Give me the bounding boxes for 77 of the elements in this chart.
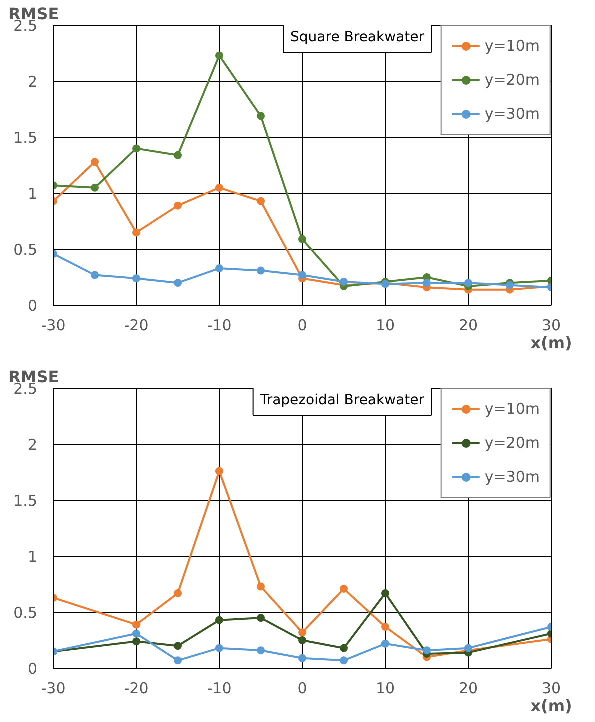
point <box>298 235 306 244</box>
x-tick-label: -10 <box>207 316 232 334</box>
point <box>216 467 224 476</box>
x-tick-label: 0 <box>298 680 308 698</box>
legend-label: y=20m <box>484 434 540 452</box>
legend-label: y=20m <box>484 71 540 89</box>
point <box>382 623 390 632</box>
x-tick-label: 20 <box>458 316 478 334</box>
point <box>91 158 99 166</box>
point <box>382 640 390 648</box>
point <box>174 642 182 650</box>
x-axis-title: x(m) <box>530 696 572 716</box>
x-tick-label: 0 <box>298 316 308 334</box>
point <box>464 279 472 288</box>
point <box>216 264 224 273</box>
x-tick-label: -20 <box>124 680 149 698</box>
x-axis-title: x(m) <box>530 334 572 352</box>
point <box>340 644 348 652</box>
x-tick-label: -30 <box>41 316 66 334</box>
point <box>132 630 140 638</box>
y-tick-label: 1 <box>28 548 38 566</box>
chart-title: Square Breakwater <box>290 30 425 46</box>
x-tick-label: -20 <box>124 316 149 334</box>
point <box>91 271 99 280</box>
y-tick-label: 2 <box>28 436 38 454</box>
point <box>257 266 265 275</box>
point <box>423 279 431 288</box>
y-tick-label: 1.5 <box>14 492 38 510</box>
point <box>216 644 224 652</box>
point <box>216 52 224 60</box>
point <box>174 589 182 598</box>
point <box>132 620 140 629</box>
y-tick-label: 1 <box>28 185 38 203</box>
point <box>132 228 140 237</box>
point <box>174 279 182 288</box>
point <box>216 184 224 192</box>
point <box>298 654 306 662</box>
y-tick-label: 2 <box>28 73 38 91</box>
y-tick-label: 1.5 <box>14 129 38 147</box>
x-tick-label: 30 <box>542 316 562 334</box>
point <box>132 274 140 283</box>
x-tick-label: 20 <box>458 680 478 698</box>
point <box>423 646 431 655</box>
x-tick-label: 30 <box>542 680 562 698</box>
point <box>340 278 348 286</box>
point <box>298 636 306 644</box>
point <box>382 589 390 598</box>
legend-label: y=30m <box>484 468 540 486</box>
y-tick-label: 0 <box>28 660 38 678</box>
point <box>216 616 224 624</box>
point <box>257 582 265 591</box>
x-tick-label: 10 <box>376 316 396 334</box>
legend-label: y=30m <box>484 105 540 123</box>
point <box>132 144 140 153</box>
y-tick-label: 0.5 <box>14 604 38 622</box>
x-tick-label: -10 <box>207 680 232 698</box>
point <box>298 271 306 280</box>
point <box>174 151 182 160</box>
y-tick-label: 0.5 <box>14 241 38 259</box>
point <box>257 646 265 655</box>
legend-label: y=10m <box>484 400 540 418</box>
point <box>174 202 182 210</box>
point <box>257 197 265 206</box>
point <box>464 644 472 652</box>
x-tick-label: -30 <box>41 680 66 698</box>
point <box>340 584 348 593</box>
x-tick-label: 10 <box>376 680 396 698</box>
point <box>298 628 306 637</box>
point <box>340 656 348 665</box>
point <box>132 638 140 646</box>
point <box>257 614 265 622</box>
chart-title: Trapezoidal Breakwater <box>259 392 425 408</box>
point <box>174 656 182 665</box>
legend-label: y=10m <box>484 37 540 55</box>
y-tick-label: 0 <box>28 297 38 315</box>
point <box>91 184 99 192</box>
point <box>257 112 265 120</box>
